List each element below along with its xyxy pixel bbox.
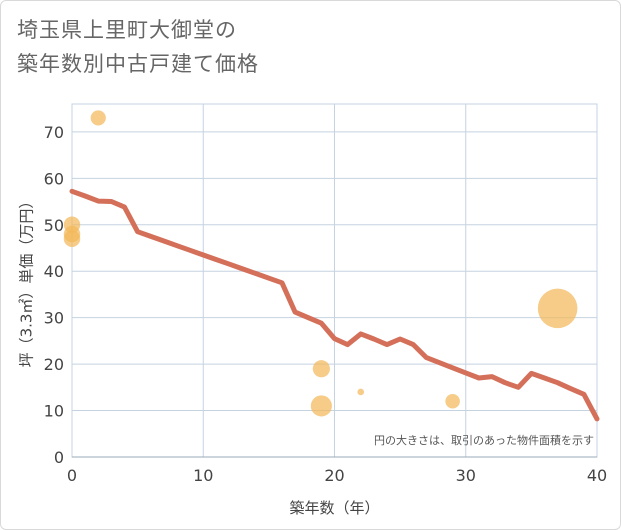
data-point (90, 110, 106, 126)
x-tick-labels: 0 10 20 30 40 (67, 466, 607, 485)
x-tick-label: 0 (67, 466, 77, 485)
grid-lines (71, 104, 598, 458)
chart-title-line1: 埼玉県上里町大御堂の (17, 18, 237, 42)
y-tick-labels: 0 10 20 30 40 50 60 70 (44, 123, 64, 467)
x-tick-label: 40 (587, 466, 607, 485)
x-tick-label: 20 (324, 466, 344, 485)
chart-title-line2: 築年数別中古戸建て価格 (17, 52, 259, 76)
y-tick-label: 60 (44, 169, 64, 188)
size-note: 円の大きさは、取引のあった物件面積を示す (374, 433, 594, 447)
bubble-series (63, 110, 578, 417)
x-axis-title: 築年数（年） (289, 499, 379, 517)
y-axis-title: 坪（3.3㎡）単価（万円） (18, 194, 36, 368)
y-tick-label: 50 (44, 216, 64, 235)
x-tick-label: 10 (193, 466, 213, 485)
data-point (357, 388, 365, 396)
y-tick-label: 0 (54, 448, 64, 467)
y-tick-label: 70 (44, 123, 64, 142)
data-point (312, 360, 330, 378)
x-tick-label: 30 (456, 466, 476, 485)
trend-line (69, 188, 600, 422)
data-point (445, 394, 460, 409)
data-point (537, 288, 578, 329)
chart-title: 埼玉県上里町大御堂の 築年数別中古戸建て価格 (17, 13, 259, 81)
y-tick-label: 30 (44, 309, 64, 328)
data-point (310, 395, 332, 417)
y-tick-label: 10 (44, 402, 64, 421)
data-point (63, 230, 81, 247)
y-tick-label: 20 (44, 355, 64, 374)
y-tick-label: 40 (44, 262, 64, 281)
